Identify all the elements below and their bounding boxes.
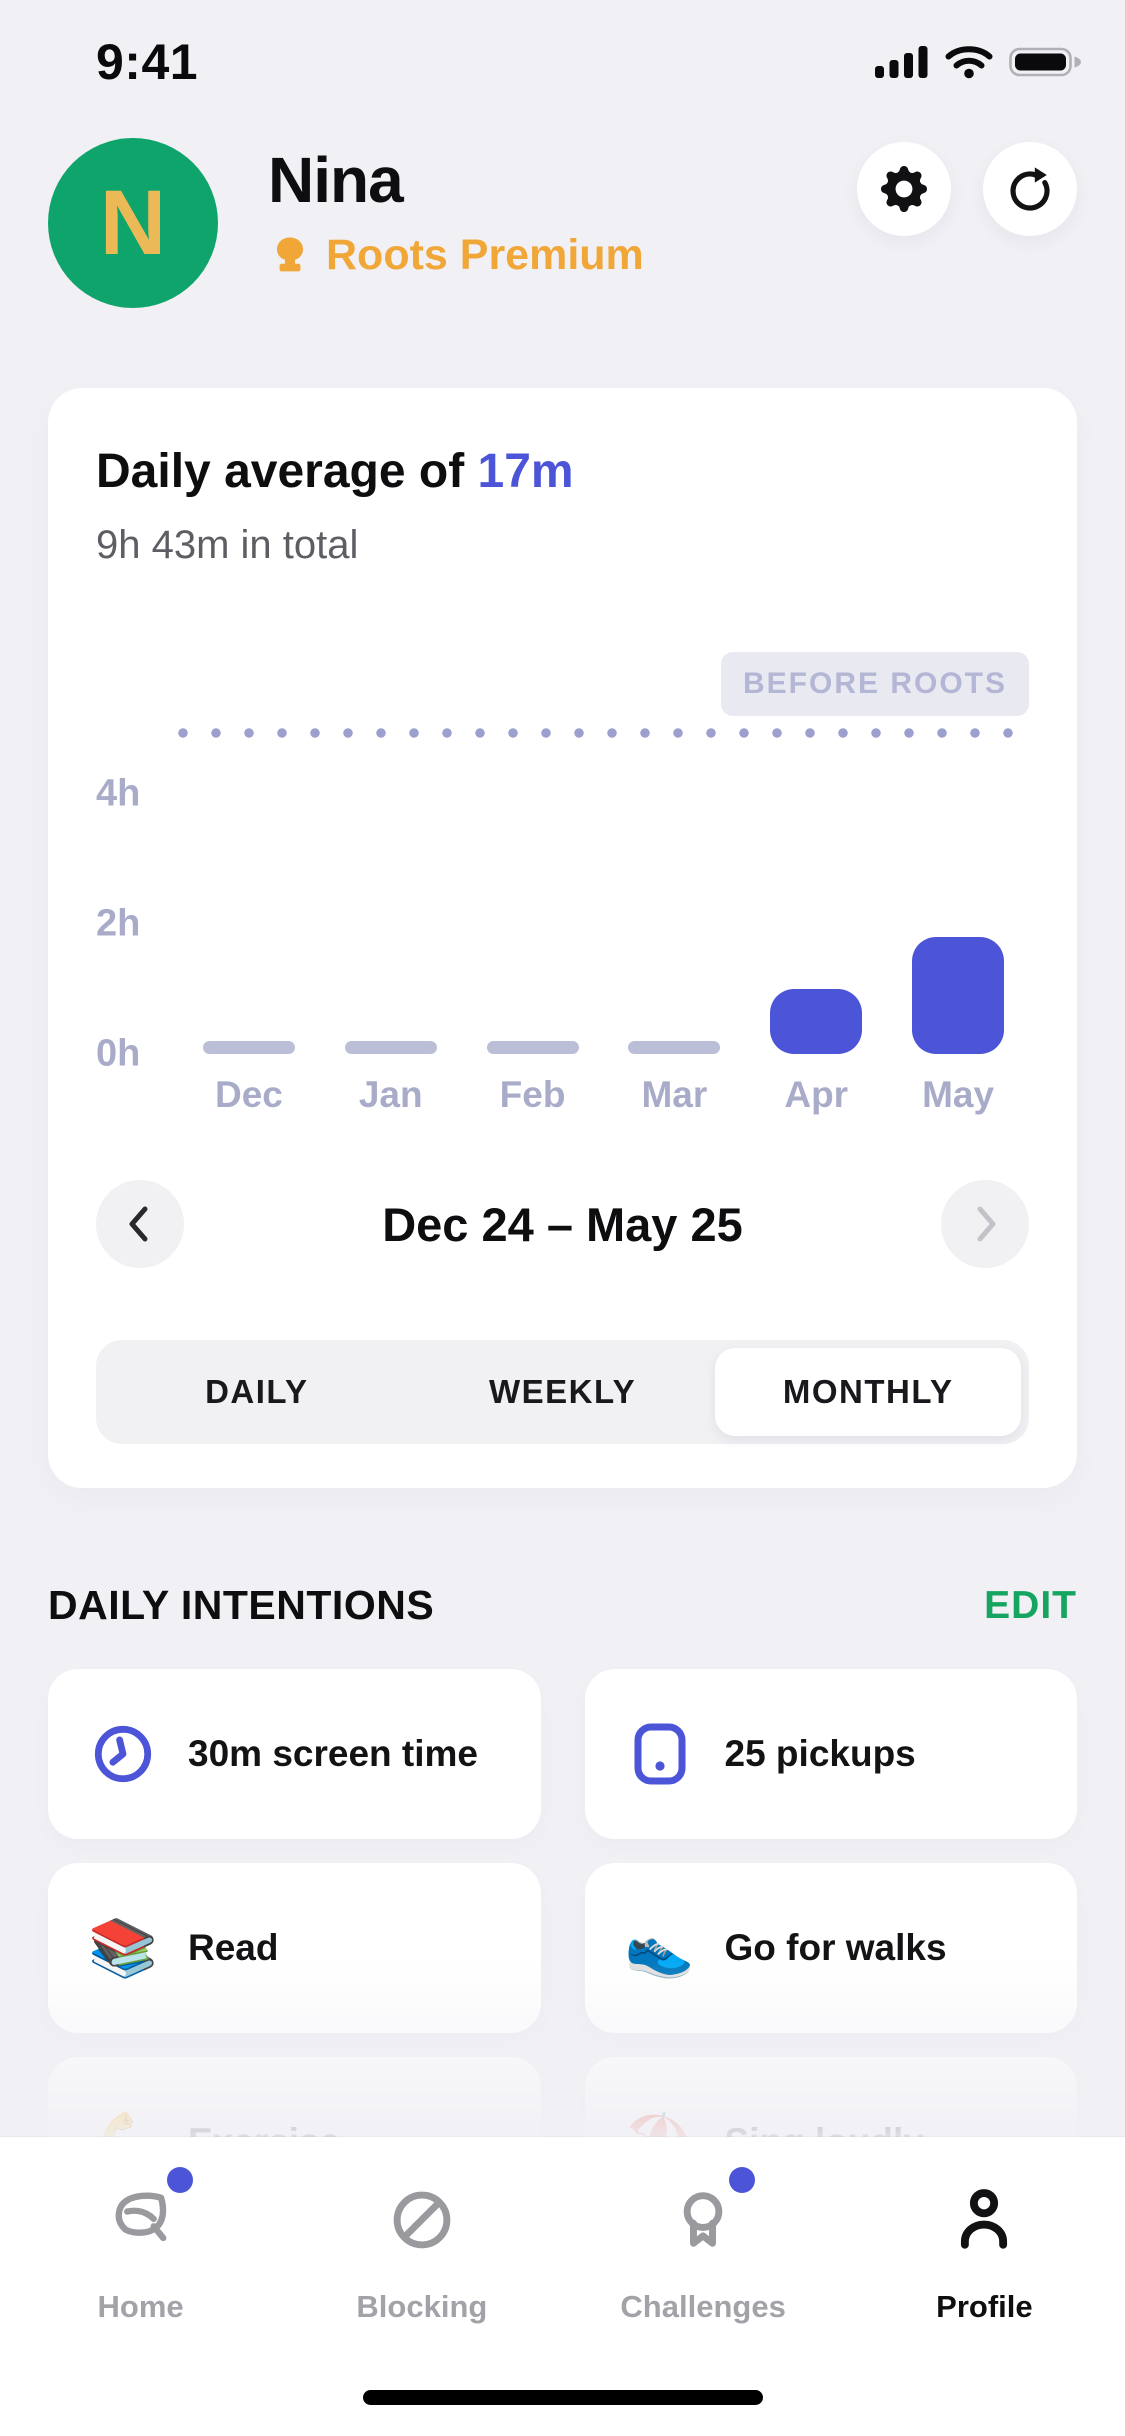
period-label: Dec 24 – May 25 bbox=[382, 1197, 743, 1251]
x-tick: Dec bbox=[214, 1074, 283, 1116]
home-notification-dot bbox=[166, 2167, 193, 2193]
header-info: Nina Roots Premium bbox=[268, 138, 644, 277]
next-period-button[interactable] bbox=[940, 1180, 1029, 1269]
header-actions bbox=[857, 138, 1077, 236]
y-tick: 4h bbox=[96, 772, 141, 815]
cellular-signal-icon bbox=[875, 46, 928, 78]
chevron-right-icon bbox=[977, 1206, 996, 1242]
clock-icon bbox=[90, 1723, 156, 1785]
tab-profile[interactable]: Profile bbox=[844, 2137, 1125, 2436]
card-title-prefix: Daily average of bbox=[96, 445, 478, 498]
refresh-icon bbox=[1010, 167, 1050, 211]
status-icons bbox=[875, 45, 1083, 79]
card-title-value: 17m bbox=[477, 445, 574, 498]
intention-read[interactable]: 📚 Read bbox=[48, 1863, 541, 2034]
x-tick: Mar bbox=[641, 1074, 708, 1116]
intention-label: Read bbox=[188, 1927, 279, 1969]
avatar-initial: N bbox=[99, 171, 167, 274]
intention-screen-time[interactable]: 30m screen time bbox=[48, 1669, 541, 1840]
chart-x-labels: Dec Jan Feb Mar Apr May bbox=[178, 1074, 1029, 1116]
person-icon bbox=[961, 2189, 1008, 2249]
screen-time-card: Daily average of 17m 9h 43m in total BEF… bbox=[48, 388, 1077, 1489]
previous-period-button[interactable] bbox=[96, 1180, 184, 1269]
medal-icon bbox=[683, 2192, 723, 2247]
tab-daily[interactable]: DAILY bbox=[205, 1373, 309, 1411]
x-tick: May bbox=[922, 1074, 995, 1116]
battery-icon bbox=[1009, 47, 1081, 77]
intention-pickups[interactable]: 25 pickups bbox=[584, 1669, 1077, 1840]
tab-weekly[interactable]: WEEKLY bbox=[488, 1373, 637, 1411]
wifi-icon bbox=[945, 46, 993, 79]
block-icon bbox=[393, 2191, 451, 2249]
tab-bar: Home Blocking Challenges Profile bbox=[0, 2137, 1125, 2436]
bar-chart: 4h 2h 0h bbox=[96, 773, 1029, 1075]
before-roots-row: BEFORE ROOTS bbox=[96, 652, 1029, 717]
intention-label: 25 pickups bbox=[724, 1733, 916, 1775]
bar-feb bbox=[462, 794, 604, 1055]
card-subtitle: 9h 43m in total bbox=[96, 523, 359, 568]
status-time: 9:41 bbox=[96, 34, 199, 90]
tab-home[interactable]: Home bbox=[0, 2137, 281, 2436]
gear-icon bbox=[881, 166, 927, 212]
chevron-left-icon bbox=[129, 1206, 148, 1242]
edit-intentions-link[interactable]: EDIT bbox=[984, 1583, 1077, 1627]
tab-label: Blocking bbox=[356, 2289, 488, 2324]
period-segmented-control: DAILY WEEKLY MONTHLY bbox=[96, 1340, 1029, 1445]
bar-mar bbox=[603, 794, 745, 1055]
bar-dec bbox=[178, 794, 320, 1055]
tree-icon bbox=[277, 237, 303, 271]
settings-button[interactable] bbox=[857, 142, 951, 236]
refresh-button[interactable] bbox=[983, 142, 1077, 236]
tab-challenges[interactable]: Challenges bbox=[563, 2137, 844, 2436]
x-tick: Apr bbox=[784, 1074, 849, 1116]
x-tick: Jan bbox=[358, 1074, 423, 1116]
avatar: N bbox=[48, 138, 218, 308]
leaf-icon bbox=[115, 2192, 167, 2242]
x-tick: Feb bbox=[499, 1074, 566, 1116]
chart-bars bbox=[178, 794, 1029, 1055]
card-title: Daily average of 17m bbox=[96, 444, 1029, 499]
bar-may bbox=[887, 794, 1029, 1055]
bar-jan bbox=[320, 794, 462, 1055]
intention-label: 30m screen time bbox=[188, 1733, 479, 1775]
intention-label: Go for walks bbox=[724, 1927, 947, 1969]
section-title: DAILY INTENTIONS bbox=[48, 1582, 435, 1629]
daily-intentions-header: DAILY INTENTIONS EDIT bbox=[48, 1582, 1077, 1629]
sneaker-emoji: 👟 bbox=[624, 1916, 695, 1980]
period-navigation: Dec 24 – May 25 bbox=[96, 1180, 1029, 1269]
before-roots-reference-line bbox=[178, 728, 1029, 739]
tab-label: Home bbox=[97, 2289, 184, 2324]
phone-pickup-icon bbox=[627, 1723, 693, 1785]
tab-label: Challenges bbox=[620, 2289, 786, 2324]
page-title: Nina bbox=[268, 144, 404, 216]
premium-label: Roots Premium bbox=[326, 231, 644, 279]
tab-label: Profile bbox=[936, 2289, 1033, 2324]
tab-monthly[interactable]: MONTHLY bbox=[715, 1348, 1022, 1437]
home-indicator[interactable] bbox=[362, 2390, 763, 2405]
intention-walks[interactable]: 👟 Go for walks bbox=[584, 1863, 1077, 2034]
books-emoji: 📚 bbox=[88, 1916, 158, 1980]
y-tick: 2h bbox=[96, 902, 141, 945]
before-roots-badge: BEFORE ROOTS bbox=[720, 652, 1029, 717]
status-bar: 9:41 bbox=[0, 0, 1125, 94]
bar-apr bbox=[745, 794, 887, 1055]
challenges-notification-dot bbox=[729, 2167, 756, 2193]
y-tick: 0h bbox=[96, 1032, 141, 1075]
tab-blocking[interactable]: Blocking bbox=[281, 2137, 562, 2436]
premium-badge: Roots Premium bbox=[268, 234, 644, 277]
profile-header: N Nina Roots Premium bbox=[48, 138, 1077, 308]
